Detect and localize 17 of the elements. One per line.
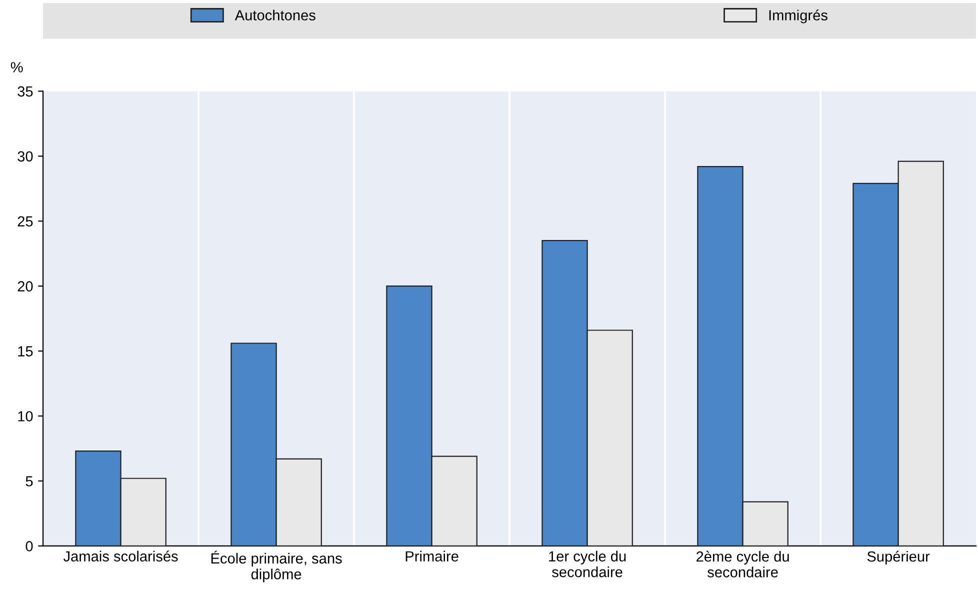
y-tick-label: 15 <box>18 346 33 356</box>
y-tick-label: 20 <box>18 281 33 292</box>
x-tick-label: Primaire <box>406 550 458 562</box>
x-tick-label: École primaire, sans diplôme <box>211 550 342 582</box>
y-tick-label: 5 <box>26 476 33 486</box>
y-tick-label: 35 <box>18 86 33 97</box>
legend-label: Immigrés <box>769 10 828 24</box>
y-tick-label: 25 <box>18 216 33 227</box>
y-tick-label: 30 <box>18 151 33 162</box>
y-axis-title: % <box>10 62 23 72</box>
x-tick-label: 2ème cycle du secondaire <box>696 550 789 578</box>
x-tick-label: Supérieur <box>867 550 930 565</box>
y-tick-label: 0 <box>26 541 33 552</box>
legend-label: Autochtones <box>234 10 316 20</box>
x-tick-label: 1er cycle du secondaire <box>549 550 626 578</box>
x-tick-label: Jamais scolarisés <box>63 550 178 562</box>
y-tick-label: 10 <box>18 411 33 422</box>
